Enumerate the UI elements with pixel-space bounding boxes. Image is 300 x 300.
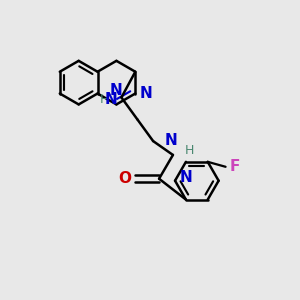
Text: N: N (139, 86, 152, 101)
Text: N: N (105, 92, 118, 107)
Text: N: N (110, 83, 123, 98)
Text: O: O (118, 171, 131, 186)
Text: F: F (230, 159, 240, 174)
Text: H: H (100, 93, 110, 106)
Text: N: N (180, 170, 192, 185)
Text: H: H (185, 143, 194, 157)
Text: N: N (165, 133, 177, 148)
